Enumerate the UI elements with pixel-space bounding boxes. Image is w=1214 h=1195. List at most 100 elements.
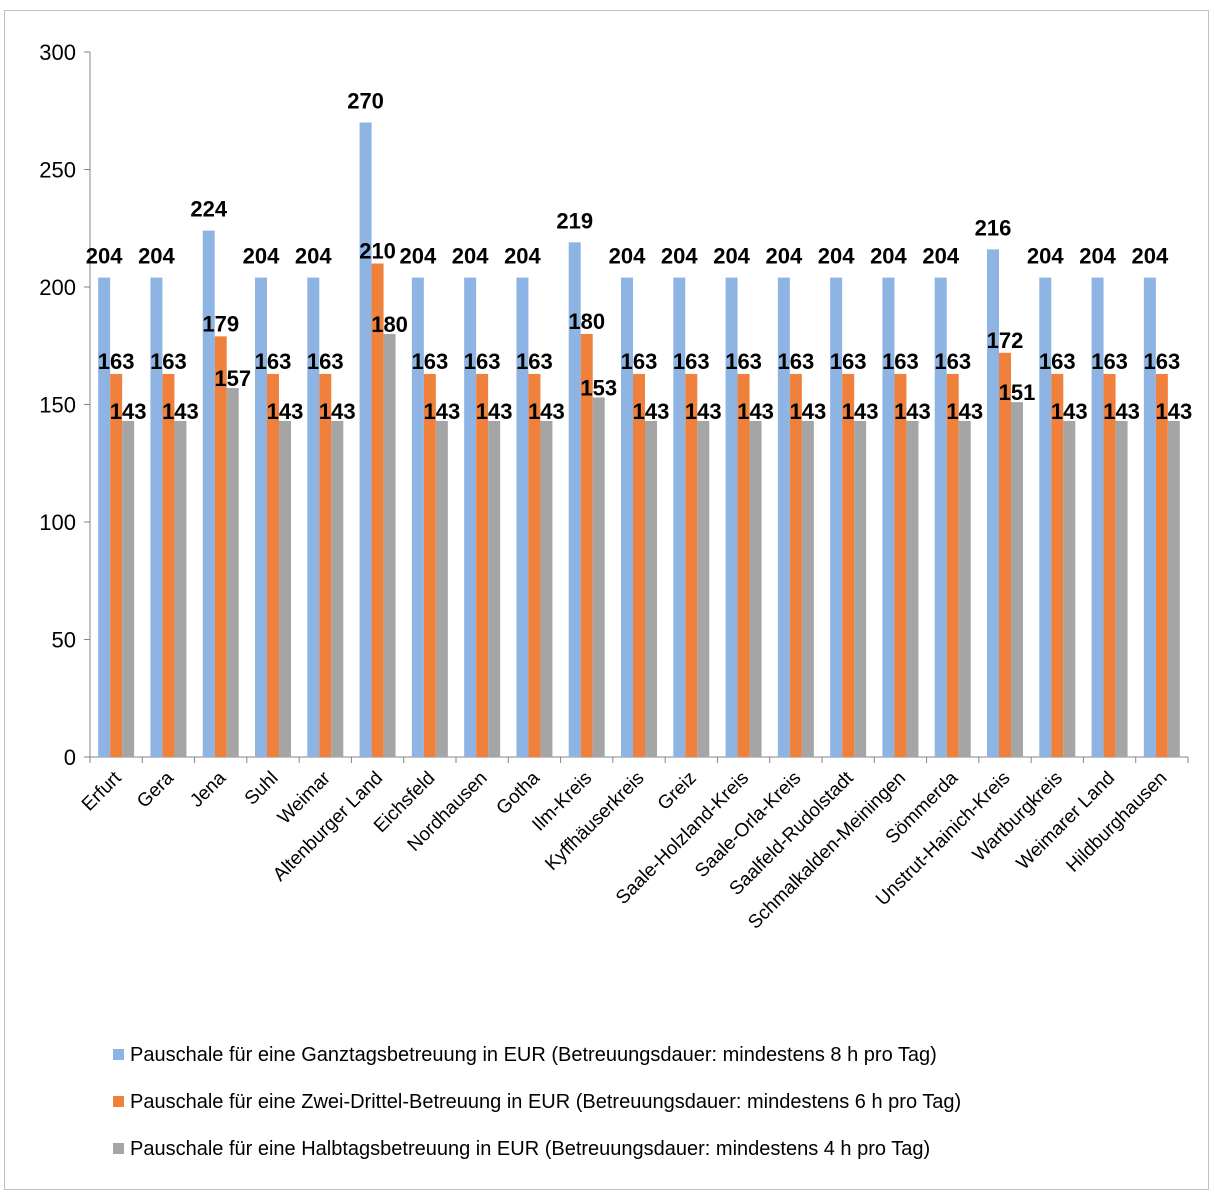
data-label-saale-holzland-kreis-series-3: 143 xyxy=(737,399,774,424)
bar-schmalkalden-meiningen-series-3 xyxy=(906,420,919,757)
category-label-gera: Gera xyxy=(133,767,178,812)
y-tick-label: 50 xyxy=(52,628,76,653)
bar-erfurt-series-3 xyxy=(122,420,135,757)
data-label-weimar-series-2: 163 xyxy=(307,349,344,374)
bar-weimarer-land-series-1 xyxy=(1091,277,1104,757)
data-label-saalfeld-rudolstadt-series-1: 204 xyxy=(818,244,855,269)
data-label-jena-series-3: 157 xyxy=(214,366,251,391)
bar-ilm-kreis-series-3 xyxy=(592,397,605,757)
data-label-schmalkalden-meiningen-series-3: 143 xyxy=(894,399,931,424)
bar-ilm-kreis-series-2 xyxy=(580,334,593,757)
bar-gotha-series-3 xyxy=(540,420,553,757)
bar-kyffhauserkreis-series-1 xyxy=(621,277,633,757)
bar-kyffhauserkreis-series-3 xyxy=(645,420,657,757)
bar-suhl-series-2 xyxy=(267,373,279,757)
data-label-gotha-series-1: 204 xyxy=(504,244,541,269)
bar-weimar-series-3 xyxy=(331,420,344,757)
category-label-greiz: Greiz xyxy=(654,768,701,815)
data-label-erfurt-series-2: 163 xyxy=(98,349,135,374)
bar-altenburger-land-series-2 xyxy=(371,263,384,757)
bar-nordhausen-series-2 xyxy=(476,373,489,757)
category-label-wartburgkreis: Wartburgkreis xyxy=(969,768,1067,866)
bar-schmalkalden-meiningen-series-2 xyxy=(894,373,907,757)
bar-greiz-series-2 xyxy=(685,373,698,757)
data-label-gera-series-3: 143 xyxy=(162,399,199,424)
data-label-sommerda-series-2: 163 xyxy=(934,349,971,374)
bar-gotha-series-1 xyxy=(516,277,529,757)
bar-jena-series-1 xyxy=(202,230,215,758)
category-label-erfurt: Erfurt xyxy=(78,767,126,815)
data-label-altenburger-land-series-1: 270 xyxy=(347,89,384,114)
bar-nordhausen-series-1 xyxy=(464,277,477,757)
data-label-greiz-series-3: 143 xyxy=(685,399,722,424)
y-tick-label: 300 xyxy=(39,40,76,65)
bar-erfurt-series-1 xyxy=(98,277,111,757)
data-label-saalfeld-rudolstadt-series-2: 163 xyxy=(830,349,867,374)
data-label-wartburgkreis-series-1: 204 xyxy=(1027,244,1064,269)
bar-ilm-kreis-series-1 xyxy=(568,242,581,758)
data-label-nordhausen-series-3: 143 xyxy=(476,399,513,424)
bar-saale-orla-kreis-series-1 xyxy=(777,277,790,757)
bar-saalfeld-rudolstadt-series-3 xyxy=(854,420,867,757)
data-label-hildburghausen-series-3: 143 xyxy=(1155,399,1192,424)
bar-hildburghausen-series-3 xyxy=(1167,420,1180,757)
bar-greiz-series-1 xyxy=(673,277,686,757)
data-label-saale-holzland-kreis-series-2: 163 xyxy=(725,349,762,374)
data-label-hildburghausen-series-2: 163 xyxy=(1143,349,1180,374)
y-tick-label: 200 xyxy=(39,275,76,300)
bar-unstrut-hainich-kreis-series-1 xyxy=(987,249,999,757)
bar-sommerda-series-2 xyxy=(946,373,959,757)
bar-saale-holzland-kreis-series-3 xyxy=(749,420,762,757)
data-label-gera-series-2: 163 xyxy=(150,349,187,374)
bar-weimar-series-1 xyxy=(307,277,320,757)
data-label-nordhausen-series-1: 204 xyxy=(452,244,489,269)
data-label-schmalkalden-meiningen-series-1: 204 xyxy=(870,244,907,269)
data-label-jena-series-1: 224 xyxy=(190,197,227,222)
data-label-saalfeld-rudolstadt-series-3: 143 xyxy=(842,399,879,424)
bar-gera-series-2 xyxy=(162,373,175,757)
data-label-erfurt-series-1: 204 xyxy=(86,244,123,269)
bar-sommerda-series-3 xyxy=(958,420,971,757)
data-label-eichsfeld-series-1: 204 xyxy=(399,244,436,269)
axes: 0 50 100 150 200 250 300 xyxy=(39,40,1189,770)
bar-unstrut-hainich-kreis-series-2 xyxy=(999,352,1011,757)
y-tick-label: 0 xyxy=(64,745,76,770)
bar-saale-holzland-kreis-series-2 xyxy=(737,373,750,757)
bar-wartburgkreis-series-2 xyxy=(1051,373,1064,757)
bar-saale-orla-kreis-series-2 xyxy=(789,373,802,757)
legend-label-series-1: Pauschale für eine Ganztagsbetreuung in … xyxy=(130,1044,937,1066)
legend: Pauschale für eine Ganztagsbetreuung in … xyxy=(113,1044,961,1160)
bars xyxy=(98,122,1180,758)
bar-gera-series-3 xyxy=(174,420,187,757)
y-tick-label: 250 xyxy=(39,158,76,183)
data-label-ilm-kreis-series-3: 153 xyxy=(580,375,617,400)
y-tick-label: 100 xyxy=(39,510,76,535)
data-label-greiz-series-1: 204 xyxy=(661,244,698,269)
bar-jena-series-2 xyxy=(214,336,227,757)
bar-eichsfeld-series-3 xyxy=(435,420,448,757)
bar-wartburgkreis-series-3 xyxy=(1063,420,1076,757)
bar-sommerda-series-1 xyxy=(934,277,947,757)
data-label-saale-holzland-kreis-series-1: 204 xyxy=(713,244,750,269)
bar-saale-orla-kreis-series-3 xyxy=(801,420,814,757)
data-label-unstrut-hainich-kreis-series-2: 172 xyxy=(987,328,1024,353)
data-label-sommerda-series-3: 143 xyxy=(946,399,983,424)
bar-nordhausen-series-3 xyxy=(488,420,501,757)
data-label-suhl-series-2: 163 xyxy=(255,349,292,374)
data-label-eichsfeld-series-3: 143 xyxy=(423,399,460,424)
data-label-wartburgkreis-series-3: 143 xyxy=(1051,399,1088,424)
bar-weimarer-land-series-3 xyxy=(1115,420,1128,757)
data-label-saale-orla-kreis-series-1: 204 xyxy=(765,244,802,269)
data-labels: 204 204 224 204 204 270 204 204 204 219 204 204 204 2… xyxy=(86,89,1192,424)
data-label-weimar-series-3: 143 xyxy=(319,399,356,424)
legend-label-series-2: Pauschale für eine Zwei-Drittel-Betreuun… xyxy=(130,1091,961,1113)
bar-schmalkalden-meiningen-series-1 xyxy=(882,277,895,757)
data-label-unstrut-hainich-kreis-series-1: 216 xyxy=(975,215,1012,240)
bar-suhl-series-1 xyxy=(255,277,267,757)
data-label-weimar-series-1: 204 xyxy=(295,244,332,269)
data-label-saale-orla-kreis-series-3: 143 xyxy=(789,399,826,424)
data-label-ilm-kreis-series-1: 219 xyxy=(556,208,593,233)
bar-gera-series-1 xyxy=(150,277,163,757)
bar-saale-holzland-kreis-series-1 xyxy=(725,277,738,757)
